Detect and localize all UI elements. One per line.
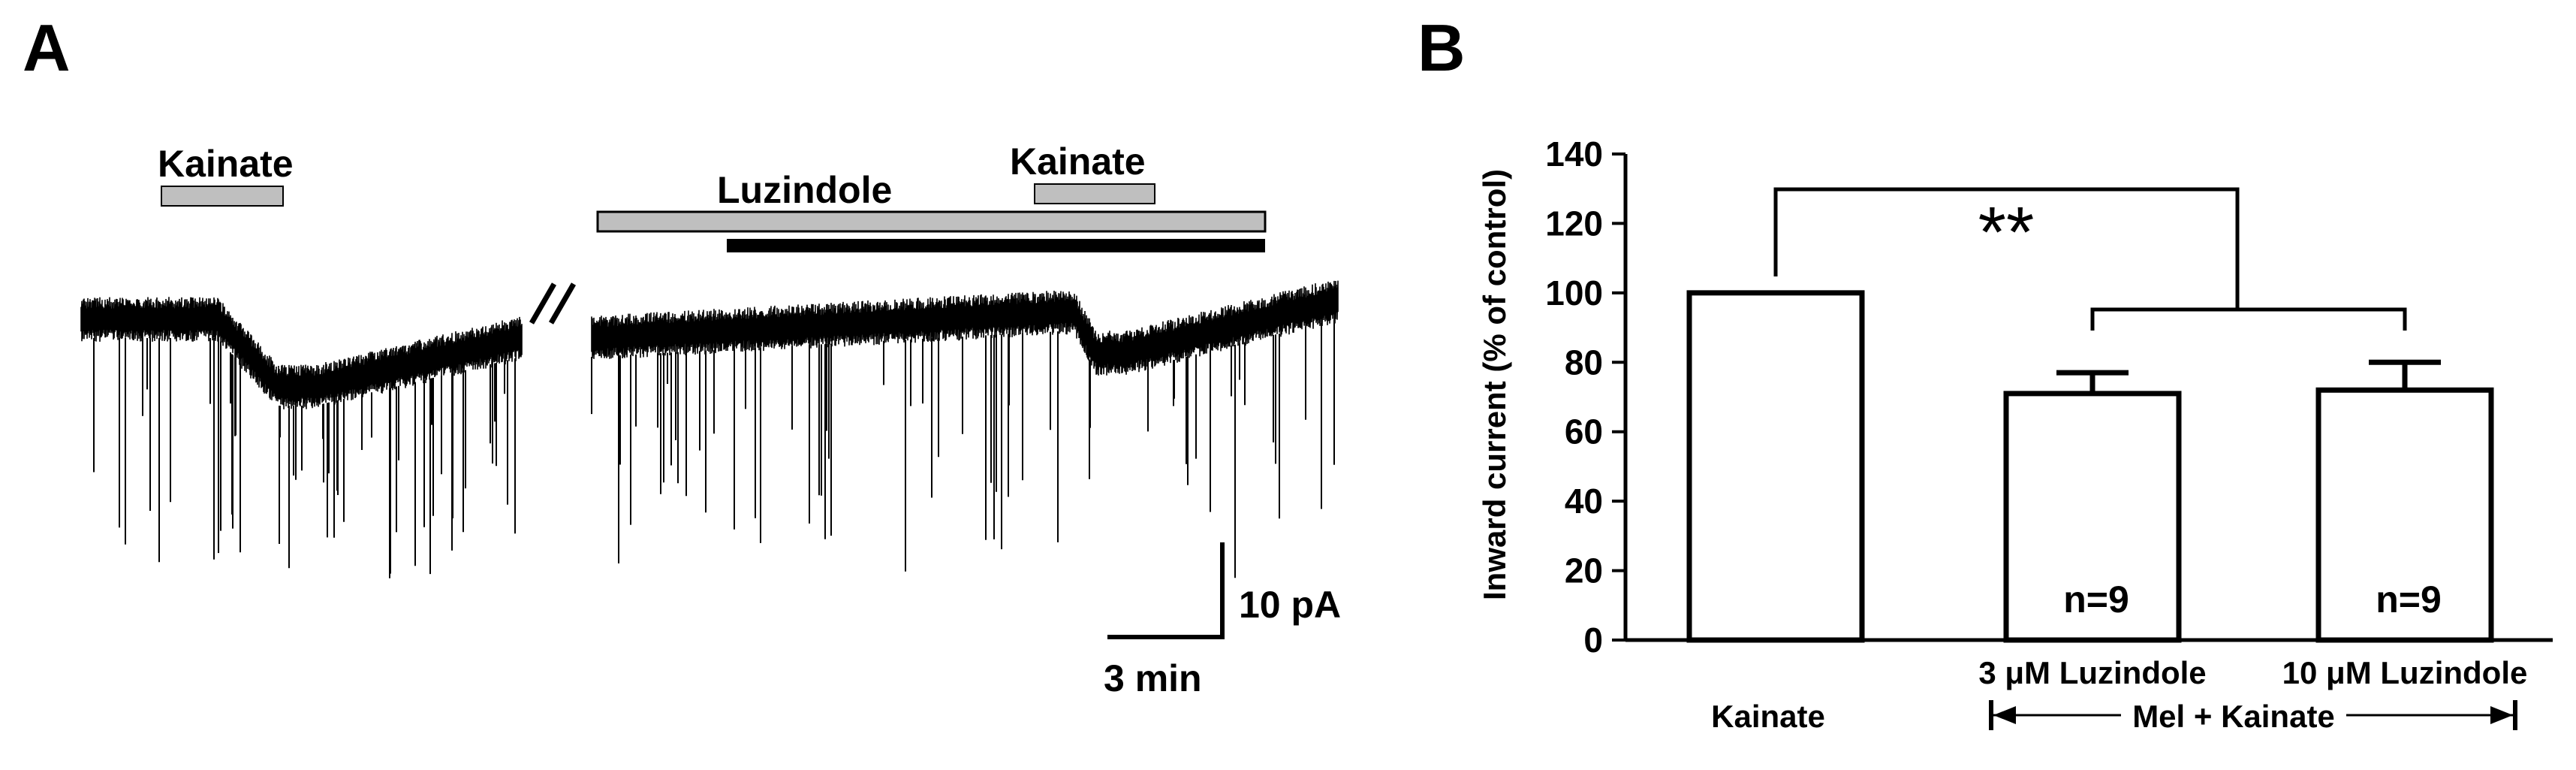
y-tick-label: 80 <box>1565 343 1603 382</box>
luzindole-application-bar <box>596 210 1267 233</box>
y-tick-label: 140 <box>1545 134 1603 174</box>
y-tick-label: 100 <box>1545 273 1603 313</box>
x-tick-label: Kainate <box>1711 699 1825 734</box>
bar <box>2315 387 2494 643</box>
trace-spikes <box>93 338 516 578</box>
n-label: n=9 <box>2376 578 2442 621</box>
trace-segment-luzindole <box>591 280 1339 578</box>
panel-label-a: A <box>23 11 71 85</box>
trace-noise-band <box>591 280 1339 376</box>
trace-segment-control <box>80 297 523 578</box>
kainate-application-bar-2 <box>1034 183 1155 204</box>
bars <box>1686 290 2494 643</box>
n-label: n=9 <box>2063 578 2129 621</box>
kainate-label-2: Kainate <box>1010 140 1146 183</box>
x-tick-label: 10 μM Luzindole <box>2282 655 2528 690</box>
y-tick-label: 40 <box>1565 482 1603 521</box>
y-tick-label: 0 <box>1583 621 1603 660</box>
trace-break-mark-1 <box>529 282 557 325</box>
kainate-label-1: Kainate <box>158 143 294 185</box>
bar-chart-panel: Inward current (% of control) 0 20 40 60 80 1… <box>1477 134 2553 734</box>
group-arrow-right-head <box>2490 706 2513 724</box>
y-tick-label: 60 <box>1565 412 1603 451</box>
scale-time-label: 3 min <box>1104 657 1202 699</box>
trace-spikes <box>591 319 1335 578</box>
error-bars <box>2056 359 2441 394</box>
significance-marker: ** <box>1978 192 2035 273</box>
scale-current-label: 10 pA <box>1239 584 1341 626</box>
kainate-application-bar-1 <box>161 186 284 207</box>
significance-bracket-outer <box>1773 187 2240 310</box>
x-tick-label: 3 μM Luzindole <box>1978 655 2206 690</box>
y-tick-label: 120 <box>1545 204 1603 243</box>
x-axis-labels: Kainate 3 μM Luzindole 10 μM Luzindole <box>1711 655 2527 734</box>
y-tick-label: 20 <box>1565 551 1603 590</box>
trace-break-mark-2 <box>548 282 577 325</box>
y-axis-label: Inward current (% of control) <box>1477 169 1512 600</box>
group-label: Mel + Kainate <box>2132 699 2335 734</box>
panel-label-b: B <box>1418 11 1466 85</box>
melatonin-application-bar <box>727 239 1265 252</box>
luzindole-label: Luzindole <box>717 169 892 211</box>
trace-noise-band <box>80 297 523 409</box>
n-labels: n=9 n=9 <box>2063 578 2442 621</box>
bar <box>2003 391 2182 643</box>
bar <box>1686 290 1865 643</box>
significance-bracket-inner <box>2090 307 2407 331</box>
group-arrow-left-head <box>1993 706 2016 724</box>
current-trace-panel: Kainate Luzindole Kainate 10 pA 3 min <box>80 140 1341 699</box>
